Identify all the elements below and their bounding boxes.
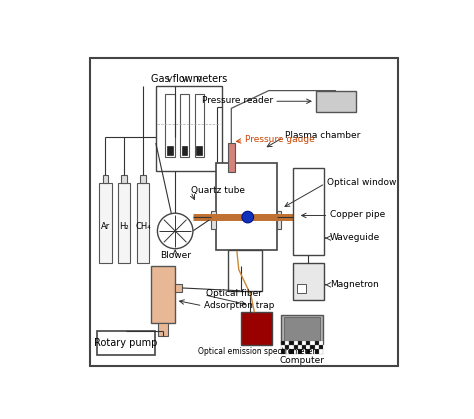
Bar [290, 345, 293, 349]
Bar [121, 176, 127, 183]
Text: Pressure reader: Pressure reader [202, 96, 273, 106]
Bar [298, 341, 302, 345]
Text: Plasma chamber: Plasma chamber [285, 131, 360, 140]
Bar [182, 146, 187, 155]
Bar [118, 183, 130, 263]
Text: Magnetron: Magnetron [330, 280, 379, 289]
Bar [310, 341, 315, 345]
Bar [285, 345, 290, 349]
Bar [211, 211, 216, 229]
Bar [290, 349, 293, 354]
Text: Optical window: Optical window [327, 178, 396, 187]
Bar [167, 146, 173, 155]
Text: H₂: H₂ [119, 222, 129, 231]
Bar [290, 341, 293, 345]
Bar [196, 146, 202, 155]
Bar [281, 345, 285, 349]
Bar [315, 341, 319, 345]
Circle shape [157, 213, 193, 249]
Bar [316, 91, 356, 111]
Text: Quartz tube: Quartz tube [191, 186, 246, 195]
Bar [310, 345, 315, 349]
Text: Optical emission spectrometer: Optical emission spectrometer [198, 347, 315, 357]
Text: Adsorption trap: Adsorption trap [204, 301, 274, 310]
Bar [306, 341, 310, 345]
Bar [293, 345, 298, 349]
Bar [102, 176, 109, 183]
Bar [156, 86, 222, 171]
Bar [277, 211, 281, 229]
Bar [241, 312, 272, 346]
Text: Ar: Ar [101, 222, 110, 231]
Bar [228, 250, 262, 291]
Bar [293, 168, 324, 255]
Bar [283, 317, 320, 341]
Text: Gas flowmeters: Gas flowmeters [151, 74, 227, 84]
Bar [319, 349, 323, 354]
Bar [216, 163, 277, 250]
Bar [158, 323, 168, 336]
Text: Copper pipe: Copper pipe [330, 210, 385, 219]
Bar [175, 284, 182, 292]
Bar [97, 331, 155, 354]
Bar [319, 345, 323, 349]
Text: Blower: Blower [160, 251, 191, 260]
Bar [306, 349, 310, 354]
Bar [298, 345, 302, 349]
Bar [293, 263, 324, 300]
Bar [319, 341, 323, 345]
Bar [151, 266, 175, 323]
Text: Waveguide: Waveguide [330, 233, 380, 242]
Bar [302, 345, 306, 349]
Bar [302, 349, 306, 354]
Bar [194, 94, 204, 157]
Bar [297, 284, 306, 293]
Circle shape [242, 211, 254, 223]
Bar [281, 341, 285, 345]
Text: Rotary pump: Rotary pump [94, 338, 157, 348]
Bar [165, 94, 174, 157]
Bar [100, 183, 111, 263]
Bar [310, 349, 315, 354]
Bar [293, 341, 298, 345]
Text: Computer: Computer [280, 355, 325, 365]
Bar [137, 183, 149, 263]
Bar [293, 349, 298, 354]
Bar [281, 349, 285, 354]
Text: CH₄: CH₄ [135, 222, 151, 231]
Bar [285, 349, 290, 354]
Text: Pressure gauge: Pressure gauge [245, 134, 314, 143]
Bar [285, 341, 290, 345]
Bar [298, 349, 302, 354]
Bar [315, 349, 319, 354]
Bar [140, 176, 146, 183]
Bar [281, 315, 323, 344]
Text: Optical fiber: Optical fiber [206, 290, 262, 298]
Bar [306, 345, 310, 349]
Bar [180, 94, 190, 157]
Bar [315, 345, 319, 349]
Bar [228, 143, 235, 172]
Bar [302, 341, 306, 345]
